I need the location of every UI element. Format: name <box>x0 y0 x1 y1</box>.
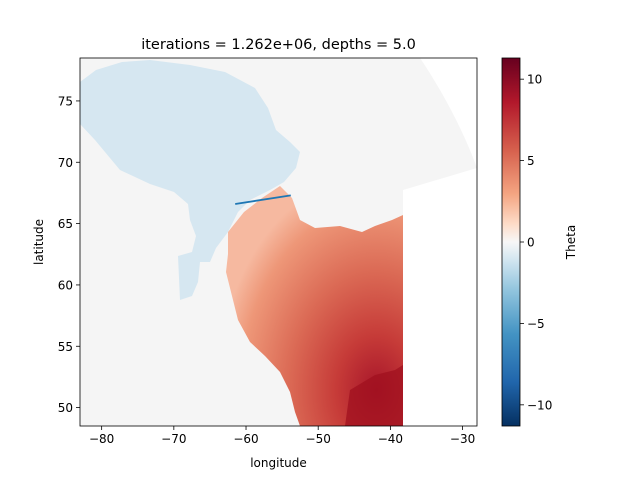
colorbar-tick-label: −5 <box>527 317 545 331</box>
plot-frame <box>79 57 478 427</box>
warm-core <box>345 365 403 426</box>
x-axis-label: longitude <box>250 456 307 470</box>
colorbar <box>501 57 521 427</box>
x-tick-label: −50 <box>306 432 331 446</box>
warm-water-region <box>226 186 403 426</box>
colorbar-ticks: −10 −5 0 5 10 <box>520 73 552 412</box>
plot-area <box>80 58 477 426</box>
colorbar-tick-label: 5 <box>527 154 535 168</box>
colorbar-tick-label: 0 <box>527 236 535 250</box>
x-tick-label: −70 <box>161 432 186 446</box>
cold-region <box>80 60 300 300</box>
y-tick-label: 75 <box>58 94 73 108</box>
y-tick-label: 65 <box>58 217 73 231</box>
colorbar-label: Theta <box>564 225 578 260</box>
y-axis-ticks: 50 55 60 65 70 75 <box>58 94 80 415</box>
y-tick-label: 70 <box>58 156 73 170</box>
x-axis-ticks: −80 −70 −60 −50 −40 −30 <box>89 426 475 446</box>
y-tick-label: 50 <box>58 401 73 415</box>
colorbar-tick-label: −10 <box>527 398 552 412</box>
y-tick-label: 55 <box>58 340 73 354</box>
x-tick-label: −30 <box>450 432 475 446</box>
x-tick-label: −80 <box>89 432 114 446</box>
y-tick-label: 60 <box>58 278 73 292</box>
x-tick-label: −60 <box>233 432 258 446</box>
x-tick-label: −40 <box>378 432 403 446</box>
y-axis-label: latitude <box>32 219 46 265</box>
chart-title: iterations = 1.262e+06, depths = 5.0 <box>141 37 416 53</box>
colorbar-tick-label: 10 <box>527 73 542 87</box>
section-line <box>235 194 291 205</box>
